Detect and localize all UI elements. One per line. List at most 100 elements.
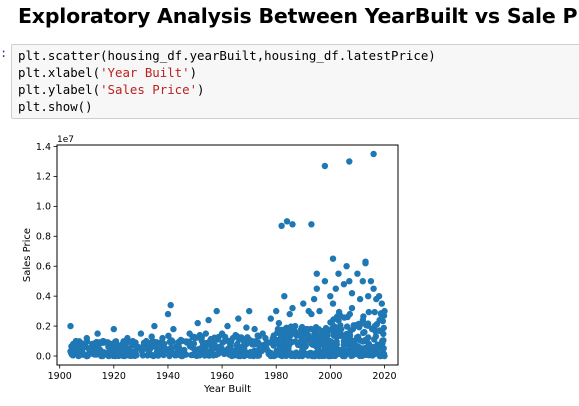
scatter-point — [379, 345, 387, 352]
x-axis-label: Year Built — [203, 384, 251, 395]
scatter-point — [227, 340, 234, 348]
scatter-point — [234, 340, 241, 348]
scatter-point — [323, 341, 330, 348]
scatter-point — [165, 332, 172, 339]
scatter-point — [351, 322, 358, 330]
scatter-point — [362, 336, 369, 344]
cell-prompt: : — [0, 46, 8, 60]
scatter-point — [381, 352, 388, 360]
scatter-point — [374, 343, 381, 350]
scatter-point — [175, 343, 182, 351]
scatter-point — [308, 221, 315, 228]
scatter-point — [113, 349, 120, 357]
x-tick-label: 2000 — [318, 371, 342, 382]
scatter-point — [313, 270, 320, 277]
scatter-point — [381, 307, 388, 315]
scatter-point — [359, 316, 367, 324]
scatter-point — [341, 352, 349, 360]
scatter-point — [340, 337, 348, 345]
scatter-point — [294, 340, 302, 348]
scatter-point — [286, 310, 293, 318]
scatter-point — [250, 352, 257, 360]
y-axis-label: Sales Price — [22, 228, 33, 282]
scatter-point — [312, 324, 320, 331]
code-editor[interactable]: plt.scatter(housing_df.yearBuilt,housing… — [18, 47, 436, 115]
scatter-point — [322, 324, 330, 332]
scatter-point — [279, 349, 286, 356]
scatter-point — [221, 337, 228, 345]
scatter-point — [308, 310, 315, 318]
scatter-point — [72, 337, 80, 345]
code-cell[interactable]: plt.scatter(housing_df.yearBuilt,housing… — [11, 44, 579, 119]
scatter-point — [365, 308, 372, 316]
scatter-point — [248, 337, 256, 345]
scatter-point — [289, 304, 296, 312]
y-offset-label: 1e7 — [57, 135, 74, 145]
scatter-point — [197, 345, 204, 352]
scatter-point — [370, 285, 377, 292]
scatter-point — [125, 352, 132, 359]
scatter-point — [367, 278, 375, 285]
code-line-4: plt.show() — [18, 99, 93, 114]
x-tick-label: 1920 — [102, 371, 126, 382]
scatter-point — [205, 316, 212, 324]
scatter-point — [302, 337, 310, 345]
scatter-point — [354, 270, 361, 277]
scatter-point — [246, 307, 253, 315]
scatter-point — [254, 340, 261, 348]
scatter-point — [97, 346, 104, 354]
scatter-point — [376, 316, 383, 324]
scatter-point — [122, 339, 130, 347]
scatter-point — [183, 339, 191, 346]
x-tick-label: 2020 — [372, 371, 396, 382]
plot-frame — [56, 144, 399, 366]
scatter-point — [243, 324, 250, 331]
scatter-point — [164, 310, 172, 318]
x-tick-label: 1940 — [156, 371, 180, 382]
scatter-point — [371, 308, 378, 316]
scatter-point — [94, 330, 101, 337]
scatter-point — [379, 337, 386, 344]
y-axis-ticks: 0.0 0.2 0.4 0.6 0.8 1.0 1.2 1.4 — [36, 142, 57, 362]
scatter-point — [215, 349, 223, 357]
scatter-point — [278, 337, 285, 345]
scatter-point — [270, 342, 277, 349]
scatter-point — [186, 330, 193, 337]
scatter-point — [378, 300, 385, 307]
x-tick-label: 1960 — [210, 371, 234, 382]
x-axis-ticks: 1900 1920 1940 1960 1980 2000 2020 — [48, 365, 397, 382]
scatter-point — [371, 322, 379, 330]
scatter-point — [361, 348, 368, 355]
scatter-point — [129, 337, 136, 345]
code-line-1: plt.scatter(housing_df.yearBuilt,housing… — [18, 48, 436, 63]
scatter-point — [189, 340, 196, 348]
scatter-point — [232, 331, 239, 339]
scatter-point — [335, 270, 342, 277]
y-tick-label: 0.6 — [36, 262, 51, 273]
scatter-point — [213, 307, 220, 315]
code-line-2: plt.xlabel('Year Built') — [18, 65, 198, 80]
scatter-point — [275, 319, 283, 327]
scatter-point — [341, 314, 348, 321]
scatter-point — [338, 325, 345, 333]
scatter-point — [283, 325, 291, 333]
section-heading: Exploratory Analysis Between YearBuilt v… — [18, 4, 579, 28]
scatter-point — [340, 281, 348, 288]
scatter-point — [333, 313, 341, 320]
scatter-point — [286, 339, 294, 347]
scatter-point — [346, 278, 353, 285]
scatter-point — [137, 330, 145, 337]
scatter-point — [240, 337, 247, 345]
scatter-point — [267, 315, 274, 322]
scatter-point — [99, 337, 107, 345]
scatter-point — [313, 340, 320, 348]
y-tick-label: 1.4 — [36, 142, 51, 153]
scatter-point — [316, 307, 323, 315]
scatter-point — [178, 337, 185, 345]
scatter-point — [135, 343, 142, 351]
y-tick-label: 0.0 — [36, 351, 51, 362]
scatter-point — [124, 334, 131, 342]
scatter-point — [273, 307, 280, 315]
scatter-point — [363, 321, 370, 329]
scatter-point — [321, 278, 329, 285]
